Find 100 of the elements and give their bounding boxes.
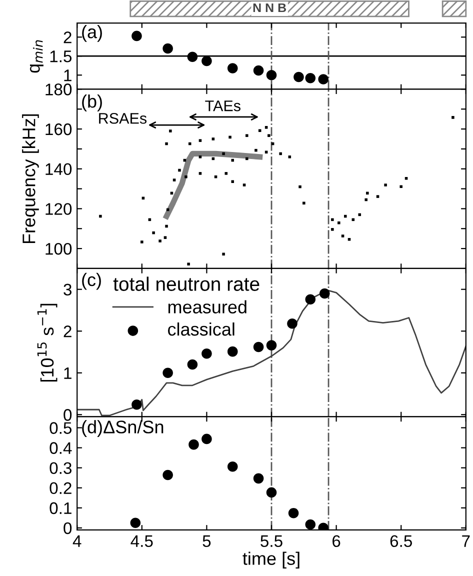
x-tick-label: 6 <box>332 535 340 548</box>
point <box>400 185 402 188</box>
point <box>253 65 264 76</box>
y-tick-label: 0 <box>64 409 72 421</box>
point <box>231 180 234 183</box>
point <box>268 134 270 137</box>
y-axis-title: [10$^{15}$ s$^{−1}$] <box>37 304 58 382</box>
point <box>258 129 262 132</box>
y-tick-label: 120 <box>46 203 72 215</box>
y-tick-label: 140 <box>46 163 72 176</box>
x-tick-label: 7 <box>462 535 470 547</box>
annotation: RSAEs <box>99 112 147 124</box>
y-tick-label: 1 <box>64 367 72 379</box>
y-tick-label: 2 <box>64 32 72 44</box>
point <box>319 288 330 299</box>
point <box>384 184 387 186</box>
point <box>158 240 162 242</box>
point <box>264 150 268 154</box>
y-tick-label: 0.5 <box>50 422 72 434</box>
y-tick-label: 0.2 <box>50 482 72 494</box>
annotation: TAEs <box>205 100 240 112</box>
point <box>227 63 238 74</box>
point <box>202 56 212 66</box>
point <box>288 508 299 518</box>
point <box>298 185 302 188</box>
point <box>331 218 334 222</box>
point <box>305 519 316 530</box>
point <box>358 213 362 216</box>
point <box>279 152 282 156</box>
point <box>264 126 268 129</box>
point <box>266 340 277 350</box>
point <box>140 240 144 244</box>
point <box>188 439 199 450</box>
point <box>288 156 292 158</box>
point <box>348 238 351 241</box>
point <box>132 399 142 410</box>
x-tick-label: 5 <box>202 535 211 548</box>
point <box>318 74 328 84</box>
point <box>152 231 155 234</box>
point <box>266 487 277 498</box>
point <box>187 52 198 62</box>
point <box>294 72 304 82</box>
point <box>245 157 248 160</box>
point <box>172 178 176 182</box>
y-tick-label: 100 <box>46 242 72 255</box>
point <box>224 172 228 175</box>
point <box>178 168 181 172</box>
point <box>132 30 142 42</box>
y-axis-title: Frequency [kHz] <box>22 114 39 244</box>
point <box>266 70 277 80</box>
x-tick-label: 5.5 <box>260 535 282 548</box>
point <box>344 214 347 218</box>
point <box>253 473 264 484</box>
point <box>198 172 202 175</box>
point <box>164 236 167 239</box>
point <box>169 130 172 132</box>
point <box>162 368 173 378</box>
point <box>364 198 368 202</box>
y-tick-label: 0.3 <box>50 462 72 474</box>
text: N N B <box>253 3 286 12</box>
y-tick-label: 3 <box>64 284 72 296</box>
x-tick-label: 4.5 <box>130 535 153 548</box>
point <box>253 342 264 352</box>
point <box>165 224 168 228</box>
y-tick-label: 0.1 <box>50 502 72 514</box>
x-axis-title: time [s] <box>242 552 300 569</box>
legend-label: measured <box>168 300 246 314</box>
y-axis-title: q$_{min}$ <box>30 40 44 73</box>
point <box>99 214 102 218</box>
point <box>404 177 408 180</box>
y-tick-label: 0.4 <box>50 442 72 454</box>
point <box>165 142 168 146</box>
annotation: (a) <box>82 25 102 42</box>
point <box>222 252 225 256</box>
point <box>338 221 340 224</box>
annotation: (d)ΔSn/Sn <box>82 420 164 437</box>
point <box>162 470 173 480</box>
point <box>212 138 215 140</box>
point <box>142 196 145 200</box>
point <box>130 518 141 528</box>
legend-label: classical <box>168 322 234 336</box>
point <box>305 294 316 305</box>
y-tick-label: 1 <box>64 70 72 82</box>
point <box>254 148 258 152</box>
y-tick-label: 0 <box>64 522 72 534</box>
point <box>187 262 190 266</box>
point <box>228 136 232 139</box>
point <box>184 175 188 178</box>
point <box>227 461 238 472</box>
point <box>341 234 344 238</box>
point <box>222 152 225 156</box>
point <box>366 192 369 195</box>
point <box>245 134 248 137</box>
point <box>287 318 298 329</box>
point <box>242 184 246 186</box>
point <box>198 156 202 158</box>
point <box>227 346 238 357</box>
y-tick-label: 2 <box>64 326 72 338</box>
point <box>452 116 454 119</box>
point <box>162 43 173 54</box>
